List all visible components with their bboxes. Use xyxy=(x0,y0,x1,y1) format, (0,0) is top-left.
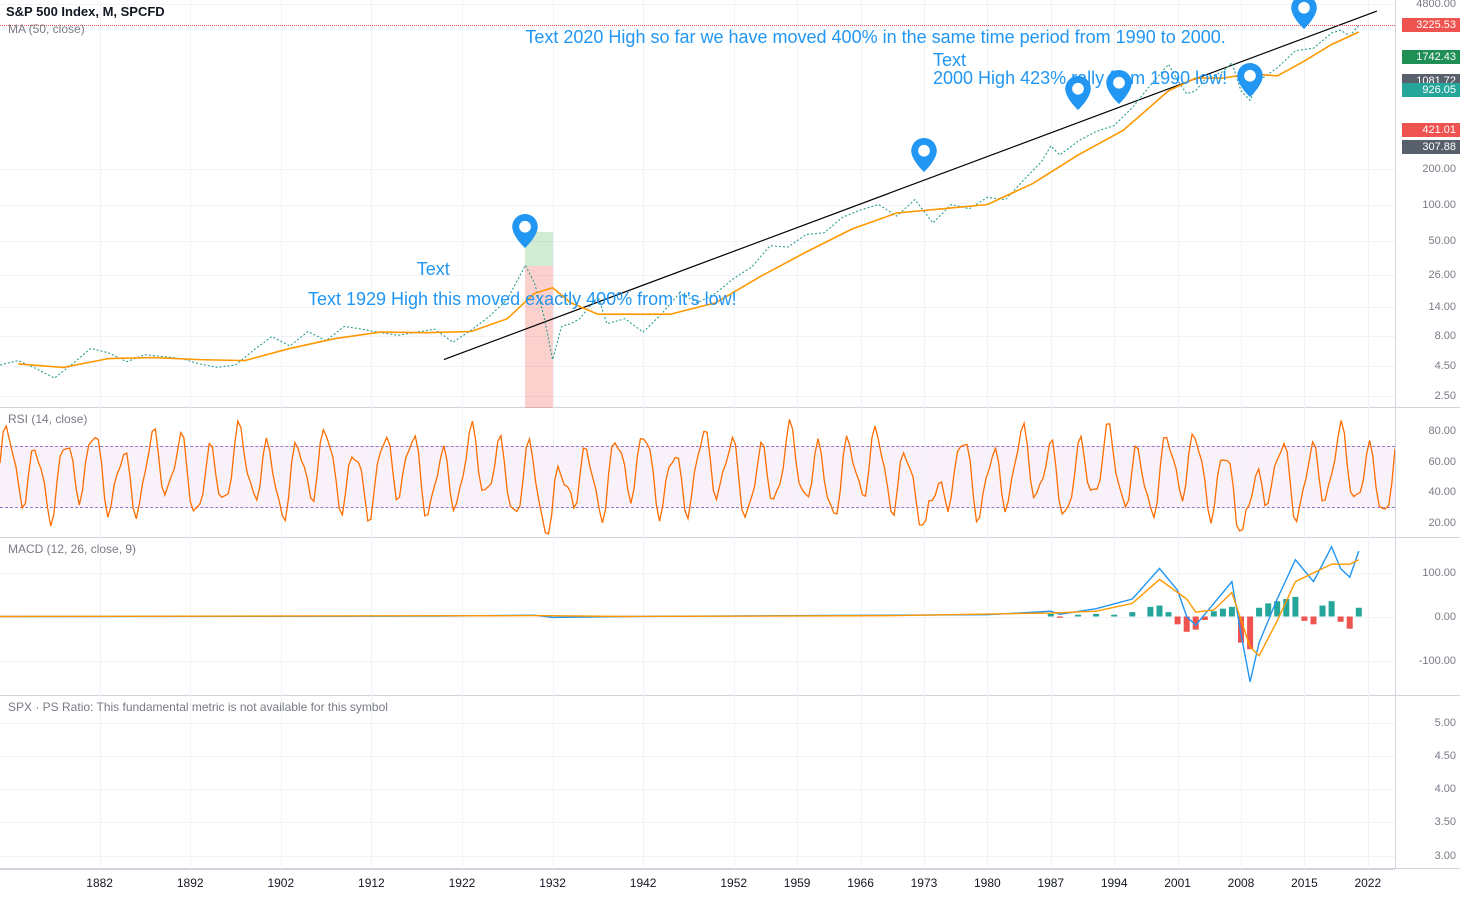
macd-panel[interactable]: MACD (12, 26, close, 9) 100.00 0.00 -100.0… xyxy=(0,538,1460,696)
time-tick: 1973 xyxy=(911,876,938,890)
price-tick: 14.00 xyxy=(1428,301,1456,313)
time-tick: 1942 xyxy=(630,876,657,890)
time-tick: 2001 xyxy=(1164,876,1191,890)
price-plot xyxy=(0,0,1395,407)
chart-annotation[interactable]: Text 1929 High this moved exactly 400% f… xyxy=(308,289,737,310)
price-tick: 26.00 xyxy=(1428,269,1456,281)
ma-indicator-label: MA (50, close) xyxy=(8,22,85,36)
time-tick: 1959 xyxy=(784,876,811,890)
symbol-title: S&P 500 Index, M, SPCFD xyxy=(6,4,165,19)
time-tick: 1882 xyxy=(86,876,113,890)
map-pin-icon[interactable] xyxy=(911,138,937,172)
map-pin-icon[interactable] xyxy=(1237,63,1263,97)
chart-title: S&P 500 Index, M, SPCFD xyxy=(6,4,165,19)
macd-tick: 0.00 xyxy=(1435,611,1456,623)
time-tick: 2008 xyxy=(1228,876,1255,890)
macd-axis[interactable]: 100.00 0.00 -100.00 xyxy=(1395,538,1460,695)
price-badge: 926.05 xyxy=(1402,83,1460,97)
rsi-plot xyxy=(0,408,1395,537)
price-tick: 50.00 xyxy=(1428,235,1456,247)
price-tick: 100.00 xyxy=(1422,199,1456,211)
map-pin-icon[interactable] xyxy=(1065,76,1091,110)
price-tick: 8.00 xyxy=(1435,330,1456,342)
rsi-tick: 20.00 xyxy=(1428,517,1456,529)
macd-tick: 100.00 xyxy=(1422,567,1456,579)
price-axis[interactable]: 4800.00 200.00 100.00 50.00 26.00 14.00 8.00 4.… xyxy=(1395,0,1460,407)
price-tick: 200.00 xyxy=(1422,163,1456,175)
chart-container: S&P 500 Index, M, SPCFD MA (50, close) 4… xyxy=(0,0,1460,897)
map-pin-icon[interactable] xyxy=(512,214,538,248)
ps-tick: 4.50 xyxy=(1435,750,1456,762)
map-pin-icon[interactable] xyxy=(1291,0,1317,29)
time-tick: 1912 xyxy=(358,876,385,890)
price-badge: 307.88 xyxy=(1402,140,1460,154)
map-pin-icon[interactable] xyxy=(1106,70,1132,104)
rsi-tick: 80.00 xyxy=(1428,425,1456,437)
macd-label: MACD (12, 26, close, 9) xyxy=(8,542,136,556)
chart-annotation[interactable]: Text xyxy=(417,259,450,280)
rsi-tick: 60.00 xyxy=(1428,456,1456,468)
time-tick: 2022 xyxy=(1354,876,1381,890)
time-tick: 1994 xyxy=(1101,876,1128,890)
price-badge: 3225.53 xyxy=(1402,18,1460,32)
price-tick: 2.50 xyxy=(1435,390,1456,402)
chart-annotation[interactable]: Text 2020 High so far we have moved 400%… xyxy=(525,27,1225,48)
ps-axis[interactable]: 5.00 4.50 4.00 3.50 3.00 xyxy=(1395,696,1460,868)
ps-tick: 3.00 xyxy=(1435,850,1456,862)
time-tick: 1902 xyxy=(267,876,294,890)
time-tick: 1892 xyxy=(177,876,204,890)
price-badge: 421.01 xyxy=(1402,123,1460,137)
rsi-label: RSI (14, close) xyxy=(8,412,87,426)
price-tick: 4800.00 xyxy=(1416,0,1456,10)
rsi-panel[interactable]: RSI (14, close) 80.00 60.00 40.00 20.00 xyxy=(0,408,1460,538)
time-tick: 1966 xyxy=(847,876,874,890)
macd-tick: -100.00 xyxy=(1419,655,1456,667)
last-price-line xyxy=(0,25,1395,26)
time-tick: 1980 xyxy=(974,876,1001,890)
macd-plot xyxy=(0,538,1395,695)
price-panel[interactable]: S&P 500 Index, M, SPCFD MA (50, close) 4… xyxy=(0,0,1460,408)
time-tick: 1932 xyxy=(539,876,566,890)
ps-tick: 4.00 xyxy=(1435,783,1456,795)
time-tick: 2015 xyxy=(1291,876,1318,890)
time-tick: 1952 xyxy=(720,876,747,890)
ps-ratio-label: SPX · PS Ratio: This fundamental metric … xyxy=(8,700,388,714)
rsi-axis[interactable]: 80.00 60.00 40.00 20.00 xyxy=(1395,408,1460,537)
price-badge: 1742.43 xyxy=(1402,50,1460,64)
rsi-tick: 40.00 xyxy=(1428,486,1456,498)
price-tick: 4.50 xyxy=(1435,360,1456,372)
time-tick: 1987 xyxy=(1037,876,1064,890)
ps-tick: 3.50 xyxy=(1435,816,1456,828)
ps-tick: 5.00 xyxy=(1435,717,1456,729)
time-axis[interactable]: 1882 1892 1902 1912 1922 1932 1942 1952 1959 1966… xyxy=(0,869,1395,897)
time-tick: 1922 xyxy=(449,876,476,890)
